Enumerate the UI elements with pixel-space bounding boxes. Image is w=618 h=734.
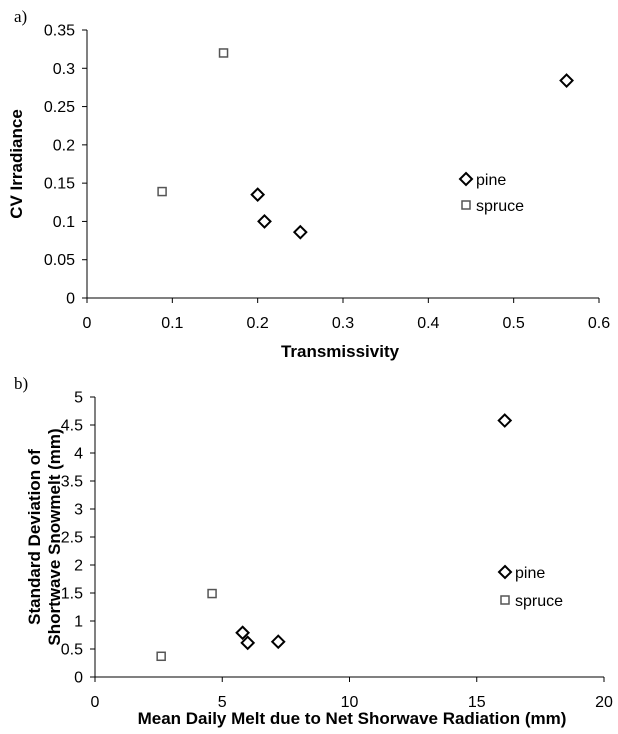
panel-a-x-tick-label: 0.1 <box>161 315 183 332</box>
panel-a-y-tick-label: 0.35 <box>44 23 75 40</box>
panel-a-spruce-point <box>157 186 167 197</box>
panel-b-pine-point <box>235 625 251 641</box>
panel-b-y-tick-label: 3.5 <box>61 474 83 491</box>
panel-b-pine-point <box>240 635 256 651</box>
panel-a-legend-pine-label: pine <box>476 172 506 189</box>
panel-b-y-axis-title-line-1: Standard Deviation of <box>25 449 44 625</box>
panel-a-y-tick-label: 0.05 <box>44 252 75 269</box>
panel-a-x-tick-label: 0.4 <box>417 315 439 332</box>
panel-b-x-ticks: 0 5 10 15 20 <box>91 677 613 711</box>
panel-b-y-tick-label: 2 <box>74 558 83 575</box>
panel-b-y-tick-label: 1 <box>74 614 83 631</box>
panel-a-legend: pine spruce <box>458 171 524 215</box>
panel-b-legend: pine spruce <box>497 564 563 610</box>
panel-b-x-axis-title: Mean Daily Melt due to Net Shorwave Radi… <box>138 709 567 728</box>
panel-b-label: b) <box>14 374 28 393</box>
panel-b-spruce-point <box>207 588 217 599</box>
panel-a-y-tick-label: 0.1 <box>53 214 75 231</box>
panel-b: b) 0 0.5 1 1.5 2 2.5 3 3.5 4 4.5 5 0 5 10 15 20 Mean D… <box>14 374 613 728</box>
panel-b-x-tick-label: 0 <box>91 694 100 711</box>
panel-a-pine-point <box>292 224 308 240</box>
panel-b-legend-spruce-marker <box>500 595 510 605</box>
panel-a-y-tick-label: 0.25 <box>44 99 75 116</box>
panel-b-y-tick-label: 1.5 <box>61 586 83 603</box>
panel-b-pine-point <box>270 634 286 650</box>
panel-a-y-tick-label: 0.15 <box>44 176 75 193</box>
panel-b-y-tick-label: 4 <box>74 446 83 463</box>
panel-a-x-axis-title: Transmissivity <box>281 342 400 361</box>
panel-a-points <box>157 48 574 240</box>
panel-a-y-ticks: 0 0.05 0.1 0.15 0.2 0.25 0.3 0.35 <box>44 23 87 308</box>
panel-b-y-tick-label: 5 <box>74 390 83 407</box>
panel-b-x-tick-label: 15 <box>468 694 486 711</box>
panel-a-pine-point <box>250 187 266 203</box>
panel-b-y-tick-label: 3 <box>74 502 83 519</box>
panel-b-legend-pine-marker <box>497 564 513 580</box>
panel-b-legend-pine-label: pine <box>515 565 545 582</box>
panel-a-legend-spruce-label: spruce <box>476 198 524 215</box>
panel-a-x-tick-label: 0 <box>83 315 92 332</box>
panel-a-pine-point <box>559 73 574 88</box>
panel-a-legend-pine-marker <box>458 171 474 187</box>
panel-b-y-tick-label: 4.5 <box>61 418 83 435</box>
panel-a-y-tick-label: 0 <box>66 291 75 308</box>
panel-a-y-axis-title: CV Irradiance <box>7 109 26 219</box>
panel-b-y-ticks: 0 0.5 1 1.5 2 2.5 3 3.5 4 4.5 5 <box>61 390 95 687</box>
panel-a-y-tick-label: 0.2 <box>53 137 75 154</box>
panel-b-legend-spruce-label: spruce <box>515 593 563 610</box>
panel-a-x-tick-label: 0.5 <box>503 315 525 332</box>
panel-a-label: a) <box>14 7 27 26</box>
panel-a-x-tick-label: 0.3 <box>332 315 354 332</box>
panel-a-x-tick-label: 0.2 <box>247 315 269 332</box>
panel-b-y-axis-title-line-2: Shortwave Snowmelt (mm) <box>45 428 64 645</box>
panel-b-y-tick-label: 2.5 <box>61 530 83 547</box>
panel-b-x-tick-label: 20 <box>595 694 613 711</box>
panel-a-legend-spruce-marker <box>461 200 471 210</box>
panel-b-x-tick-label: 5 <box>218 694 227 711</box>
panel-b-pine-point <box>497 413 513 428</box>
panel-b-spruce-point <box>156 651 166 662</box>
panel-b-points <box>156 413 513 662</box>
panel-a: a) 0 0.05 0.1 0.15 0.2 0.25 0.3 0.35 0 0.1 0.2 0.3… <box>7 7 610 361</box>
panel-a-x-ticks: 0 0.1 0.2 0.3 0.4 0.5 0.6 <box>83 298 610 332</box>
panel-b-x-tick-label: 10 <box>341 694 359 711</box>
panel-b-y-tick-label: 0 <box>74 670 83 687</box>
panel-a-pine-point <box>257 214 272 229</box>
panel-a-spruce-point <box>218 48 229 58</box>
panel-a-y-tick-label: 0.3 <box>53 61 75 78</box>
panel-a-x-tick-label: 0.6 <box>588 315 610 332</box>
panel-b-y-tick-label: 0.5 <box>61 642 83 659</box>
